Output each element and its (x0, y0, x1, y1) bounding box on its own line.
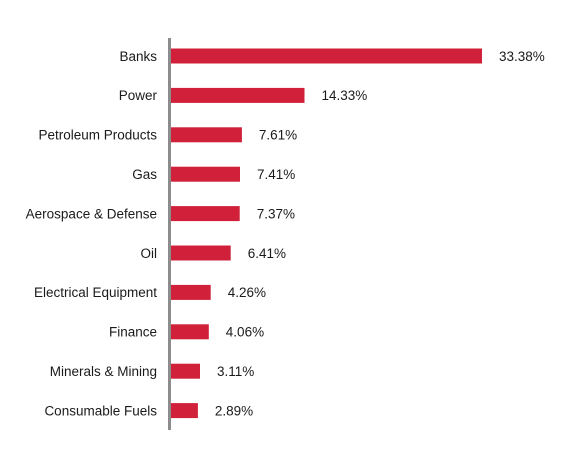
value-label-8: 3.11% (217, 364, 254, 379)
value-label-3: 7.41% (257, 167, 295, 182)
bar-6 (171, 284, 211, 300)
bar-5 (171, 245, 231, 261)
bar-1 (171, 87, 305, 103)
value-label-2: 7.61% (259, 128, 297, 143)
value-label-9: 2.89% (215, 403, 253, 418)
category-label-8: Minerals & Mining (50, 364, 157, 379)
bars-layer (171, 48, 482, 419)
category-label-1: Power (119, 88, 158, 103)
category-label-5: Oil (141, 246, 158, 261)
bar-3 (171, 166, 240, 182)
labels-layer: Banks 33.38% Power 14.33% Petroleum Products… (26, 49, 545, 419)
category-label-9: Consumable Fuels (44, 403, 157, 418)
value-label-4: 7.37% (257, 206, 295, 221)
category-label-2: Petroleum Products (38, 128, 157, 143)
bar-7 (171, 324, 209, 340)
bar-2 (171, 127, 242, 143)
value-label-1: 14.33% (322, 88, 368, 103)
category-label-3: Gas (132, 167, 157, 182)
bar-0 (171, 48, 482, 64)
bar-9 (171, 403, 198, 419)
category-label-7: Finance (109, 325, 157, 340)
category-label-6: Electrical Equipment (34, 285, 157, 300)
value-label-0: 33.38% (499, 49, 545, 64)
value-label-5: 6.41% (248, 246, 286, 261)
bar-4 (171, 206, 240, 222)
category-label-4: Aerospace & Defense (26, 206, 157, 221)
value-label-6: 4.26% (228, 285, 266, 300)
bar-8 (171, 363, 200, 379)
category-label-0: Banks (119, 49, 157, 64)
value-label-7: 4.06% (226, 325, 264, 340)
